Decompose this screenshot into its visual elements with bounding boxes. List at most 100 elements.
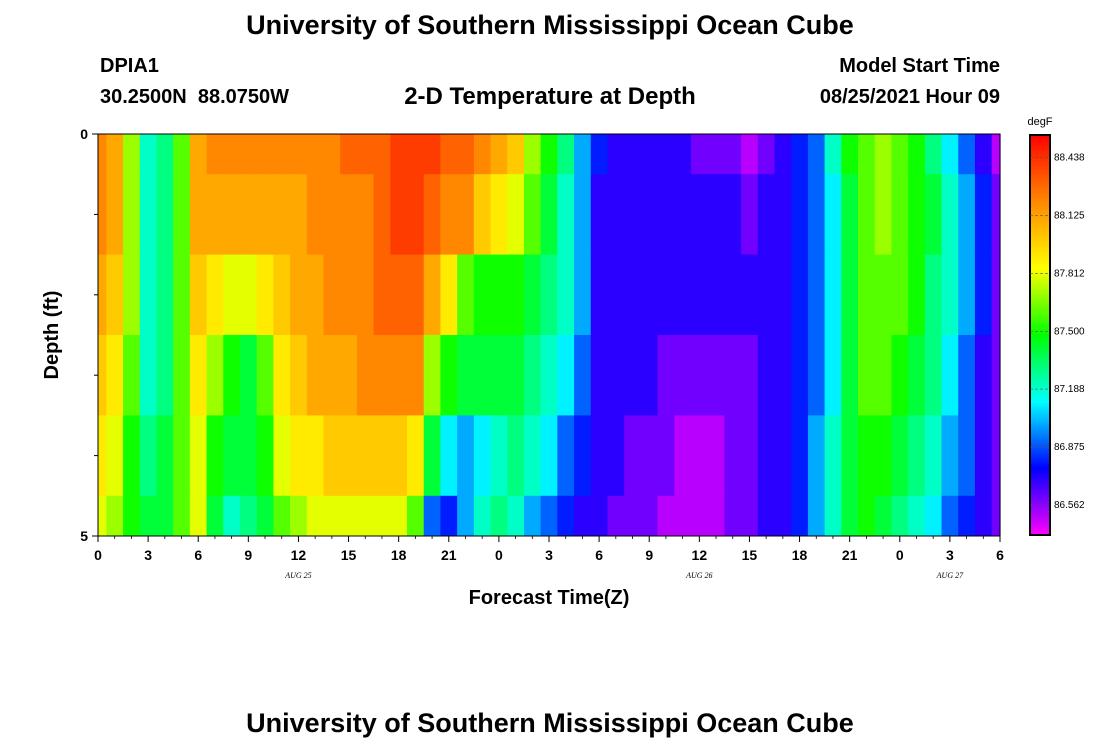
heatmap-cell [590, 254, 609, 336]
colorbar-segment [1030, 263, 1050, 266]
heatmap-cell [490, 415, 508, 497]
colorbar-segment [1030, 295, 1050, 298]
heatmap-cell [891, 415, 909, 497]
x-tick-label: 9 [244, 547, 252, 563]
heatmap-cell [657, 335, 675, 416]
heatmap-cell [290, 254, 308, 336]
heatmap-cell [858, 174, 876, 255]
colorbar-segment [1030, 447, 1050, 450]
heatmap-cell [757, 495, 776, 537]
colorbar-segment [1030, 167, 1050, 170]
colorbar-segment [1030, 157, 1050, 160]
colorbar-segment [1030, 195, 1050, 198]
heatmap-cell [507, 174, 525, 255]
heatmap-cell [791, 174, 809, 255]
heatmap-cell [958, 495, 976, 537]
x-tick-label: 0 [495, 547, 503, 563]
y-tick-label: 5 [80, 528, 88, 544]
x-tick-label: 21 [842, 547, 858, 563]
heatmap-cell [407, 415, 425, 497]
colorbar-segment [1030, 329, 1050, 332]
heatmap-cell [490, 174, 508, 255]
colorbar-segment [1030, 527, 1050, 530]
colorbar-segment [1030, 415, 1050, 418]
heatmap-cell [273, 415, 291, 497]
heatmap-cell [774, 254, 792, 336]
colorbar-segment [1030, 253, 1050, 256]
colorbar-tick-label: 86.875 [1054, 442, 1085, 453]
heatmap-cell [523, 335, 542, 416]
heatmap-cell [490, 495, 508, 537]
colorbar-segment [1030, 203, 1050, 206]
colorbar-segment [1030, 363, 1050, 366]
colorbar-segment [1030, 375, 1050, 378]
heatmap-cell [423, 495, 442, 537]
colorbar-segment [1030, 293, 1050, 296]
heatmap-cell [640, 335, 659, 416]
heatmap-cell [974, 254, 993, 336]
heatmap-cell [507, 254, 525, 336]
heatmap-cell [858, 335, 876, 416]
colorbar-segment [1030, 461, 1050, 464]
x-tick-label: 18 [391, 547, 407, 563]
heatmap-cell [841, 415, 859, 497]
heatmap-cell [991, 134, 1001, 175]
heatmap-cell [323, 174, 341, 255]
heatmap-cell [173, 134, 191, 175]
heatmap-cell [858, 254, 876, 336]
heatmap-cell [574, 335, 592, 416]
heatmap-cell [356, 335, 375, 416]
heatmap-cell [557, 495, 575, 537]
heatmap-cell [373, 134, 391, 175]
heatmap-cell [290, 495, 308, 537]
heatmap-cell [123, 174, 141, 255]
colorbar-segment [1030, 369, 1050, 372]
heatmap-cell [824, 495, 842, 537]
heatmap-cell [139, 415, 158, 497]
heatmap-cell [423, 254, 442, 336]
colorbar-segment [1030, 525, 1050, 528]
heatmap-cell [223, 415, 241, 497]
x-tick-label: 15 [742, 547, 758, 563]
heatmap-cell [473, 415, 492, 497]
heatmap-cell [189, 495, 208, 537]
heatmap-cell [874, 254, 893, 336]
heatmap-cell [824, 335, 842, 416]
heatmap-cell [239, 134, 258, 175]
colorbar-segment [1030, 315, 1050, 318]
heatmap-cell [223, 134, 241, 175]
colorbar-segment [1030, 161, 1050, 164]
colorbar-segment [1030, 521, 1050, 524]
heatmap-cell [741, 254, 759, 336]
heatmap-cell [373, 415, 391, 497]
heatmap-cell [156, 415, 174, 497]
colorbar-units-label: degF [1027, 116, 1052, 128]
heatmap-cell [791, 495, 809, 537]
heatmap-cell [908, 415, 926, 497]
colorbar-segment [1030, 373, 1050, 376]
heatmap-cell [223, 335, 241, 416]
heatmap-cell [958, 134, 976, 175]
colorbar-segment [1030, 427, 1050, 430]
heatmap-cell [657, 254, 675, 336]
colorbar-segment [1030, 227, 1050, 230]
heatmap-cell [574, 415, 592, 497]
x-tick-label: 3 [545, 547, 553, 563]
heatmap-cell [306, 335, 325, 416]
colorbar-segment [1030, 443, 1050, 446]
colorbar-segment [1030, 357, 1050, 360]
heatmap-cell [440, 174, 458, 255]
heatmap-cell [741, 134, 759, 175]
heatmap-cell [173, 335, 191, 416]
heatmap-cell [540, 495, 558, 537]
chart-title: 2-D Temperature at Depth [404, 83, 696, 110]
colorbar-segment [1030, 503, 1050, 506]
colorbar-segment [1030, 371, 1050, 374]
heatmap-cell [98, 495, 107, 537]
heatmap-cell [173, 254, 191, 336]
heatmap-cell [256, 415, 274, 497]
heatmap-cell [290, 134, 308, 175]
colorbar-segment [1030, 287, 1050, 290]
heatmap-cell [657, 174, 675, 255]
colorbar-segment [1030, 165, 1050, 168]
